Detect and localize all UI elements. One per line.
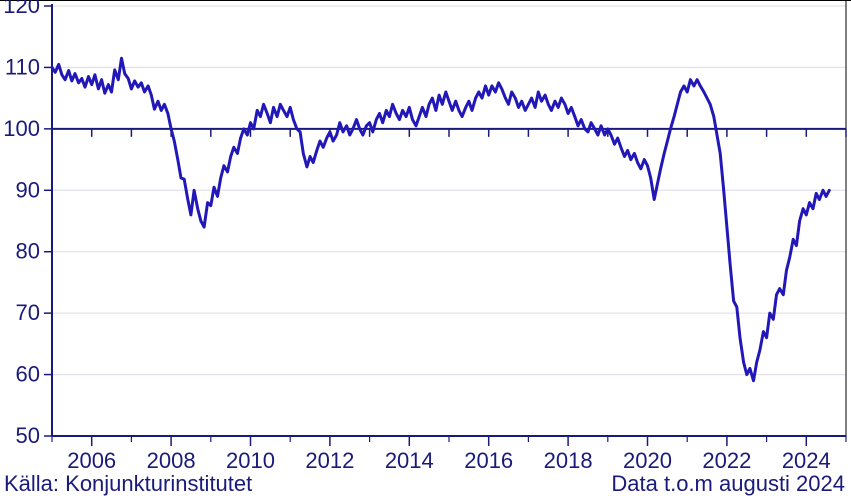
svg-text:100: 100 — [3, 116, 40, 141]
svg-text:80: 80 — [16, 239, 40, 264]
svg-text:2012: 2012 — [305, 448, 354, 473]
svg-text:2006: 2006 — [67, 448, 116, 473]
line-chart: 50 60 70 80 90 100 110 120 2006 2008 2010 2012 2014 2… — [0, 0, 851, 501]
svg-text:70: 70 — [16, 300, 40, 325]
svg-text:2016: 2016 — [464, 448, 513, 473]
svg-text:2018: 2018 — [544, 448, 593, 473]
svg-text:60: 60 — [16, 362, 40, 387]
svg-text:110: 110 — [5, 54, 40, 79]
svg-text:2022: 2022 — [702, 448, 751, 473]
svg-text:120: 120 — [3, 0, 40, 18]
svg-text:2014: 2014 — [385, 448, 434, 473]
svg-text:2008: 2008 — [147, 448, 196, 473]
source-label: Källa: Konjunkturinstitutet — [4, 471, 252, 497]
svg-text:90: 90 — [16, 177, 40, 202]
chart-container: 50 60 70 80 90 100 110 120 2006 2008 2010 2012 2014 2… — [0, 0, 851, 501]
svg-text:50: 50 — [16, 423, 40, 448]
svg-text:2024: 2024 — [782, 448, 831, 473]
svg-text:2020: 2020 — [623, 448, 672, 473]
data-through-label: Data t.o.m augusti 2024 — [611, 471, 845, 497]
svg-text:2010: 2010 — [226, 448, 275, 473]
